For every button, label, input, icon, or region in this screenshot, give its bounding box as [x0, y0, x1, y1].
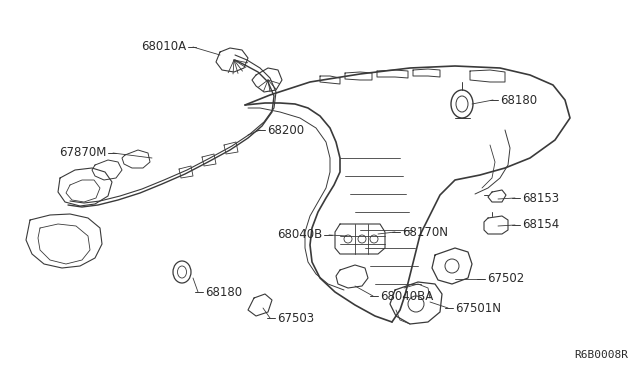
Text: 67502: 67502	[487, 273, 524, 285]
Text: 68180: 68180	[500, 93, 537, 106]
Text: 67501N: 67501N	[455, 301, 501, 314]
Text: 68153: 68153	[522, 192, 559, 205]
Text: R6B0008R: R6B0008R	[574, 350, 628, 360]
Text: 68154: 68154	[522, 218, 559, 231]
Text: 67870M: 67870M	[59, 147, 106, 160]
Text: 67503: 67503	[277, 311, 314, 324]
Text: 68200: 68200	[267, 124, 304, 137]
Text: 68180: 68180	[205, 285, 242, 298]
Text: 68010A: 68010A	[141, 41, 186, 54]
Text: 68040BA: 68040BA	[380, 289, 433, 302]
Text: 68170N: 68170N	[402, 225, 448, 238]
Text: 68040B: 68040B	[276, 228, 322, 241]
